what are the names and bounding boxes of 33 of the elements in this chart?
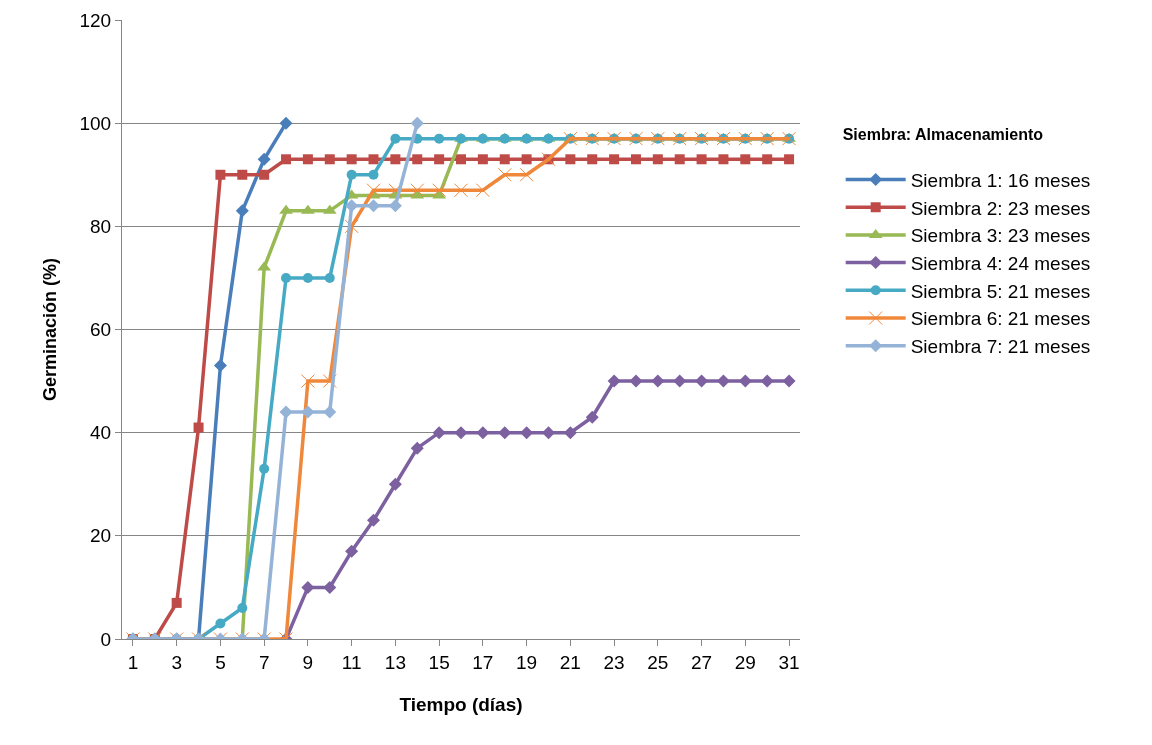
x-tick-label: 27 bbox=[691, 651, 713, 673]
y-tick-label: 80 bbox=[90, 215, 112, 237]
x-tick-label: 3 bbox=[171, 651, 182, 673]
legend-label: Siembra 3: 23 meses bbox=[910, 225, 1091, 247]
x-tick-label: 31 bbox=[778, 651, 800, 673]
legend-label: Siembra 1: 16 meses bbox=[910, 169, 1091, 191]
x-tick-label: 1 bbox=[127, 651, 139, 673]
x-tick-label: 11 bbox=[341, 651, 362, 673]
y-tick-label: 120 bbox=[79, 9, 112, 31]
x-tick-label: 17 bbox=[472, 651, 494, 673]
legend-label: Siembra 5: 21 meses bbox=[910, 280, 1091, 302]
legend-title: Siembra: Almacenamiento bbox=[842, 125, 1044, 143]
y-tick-label: 100 bbox=[79, 112, 112, 134]
y-tick-label: 40 bbox=[90, 422, 112, 444]
x-tick-label: 23 bbox=[603, 651, 625, 673]
x-tick-label: 25 bbox=[647, 651, 669, 673]
x-tick-label: 19 bbox=[516, 651, 538, 673]
x-tick-label: 5 bbox=[215, 651, 226, 673]
y-axis-title: Germinación (%) bbox=[39, 257, 60, 402]
x-axis-title: Tiempo (días) bbox=[399, 693, 523, 715]
x-tick-label: 29 bbox=[734, 651, 756, 673]
legend-label: Siembra 4: 24 meses bbox=[910, 253, 1091, 274]
x-tick-label: 15 bbox=[428, 651, 450, 673]
legend-label: Siembra 6: 21 meses bbox=[910, 308, 1091, 330]
x-tick-label: 7 bbox=[258, 651, 270, 673]
x-tick-label: 13 bbox=[384, 651, 406, 673]
x-tick-label: 21 bbox=[559, 651, 581, 673]
y-tick-label: 60 bbox=[90, 319, 112, 341]
y-tick-label: 20 bbox=[90, 525, 112, 547]
legend-label: Siembra 7: 21 meses bbox=[910, 336, 1091, 358]
x-tick-label: 9 bbox=[302, 651, 314, 673]
y-tick-label: 0 bbox=[100, 628, 112, 650]
legend-label: Siembra 2: 23 meses bbox=[910, 197, 1091, 219]
